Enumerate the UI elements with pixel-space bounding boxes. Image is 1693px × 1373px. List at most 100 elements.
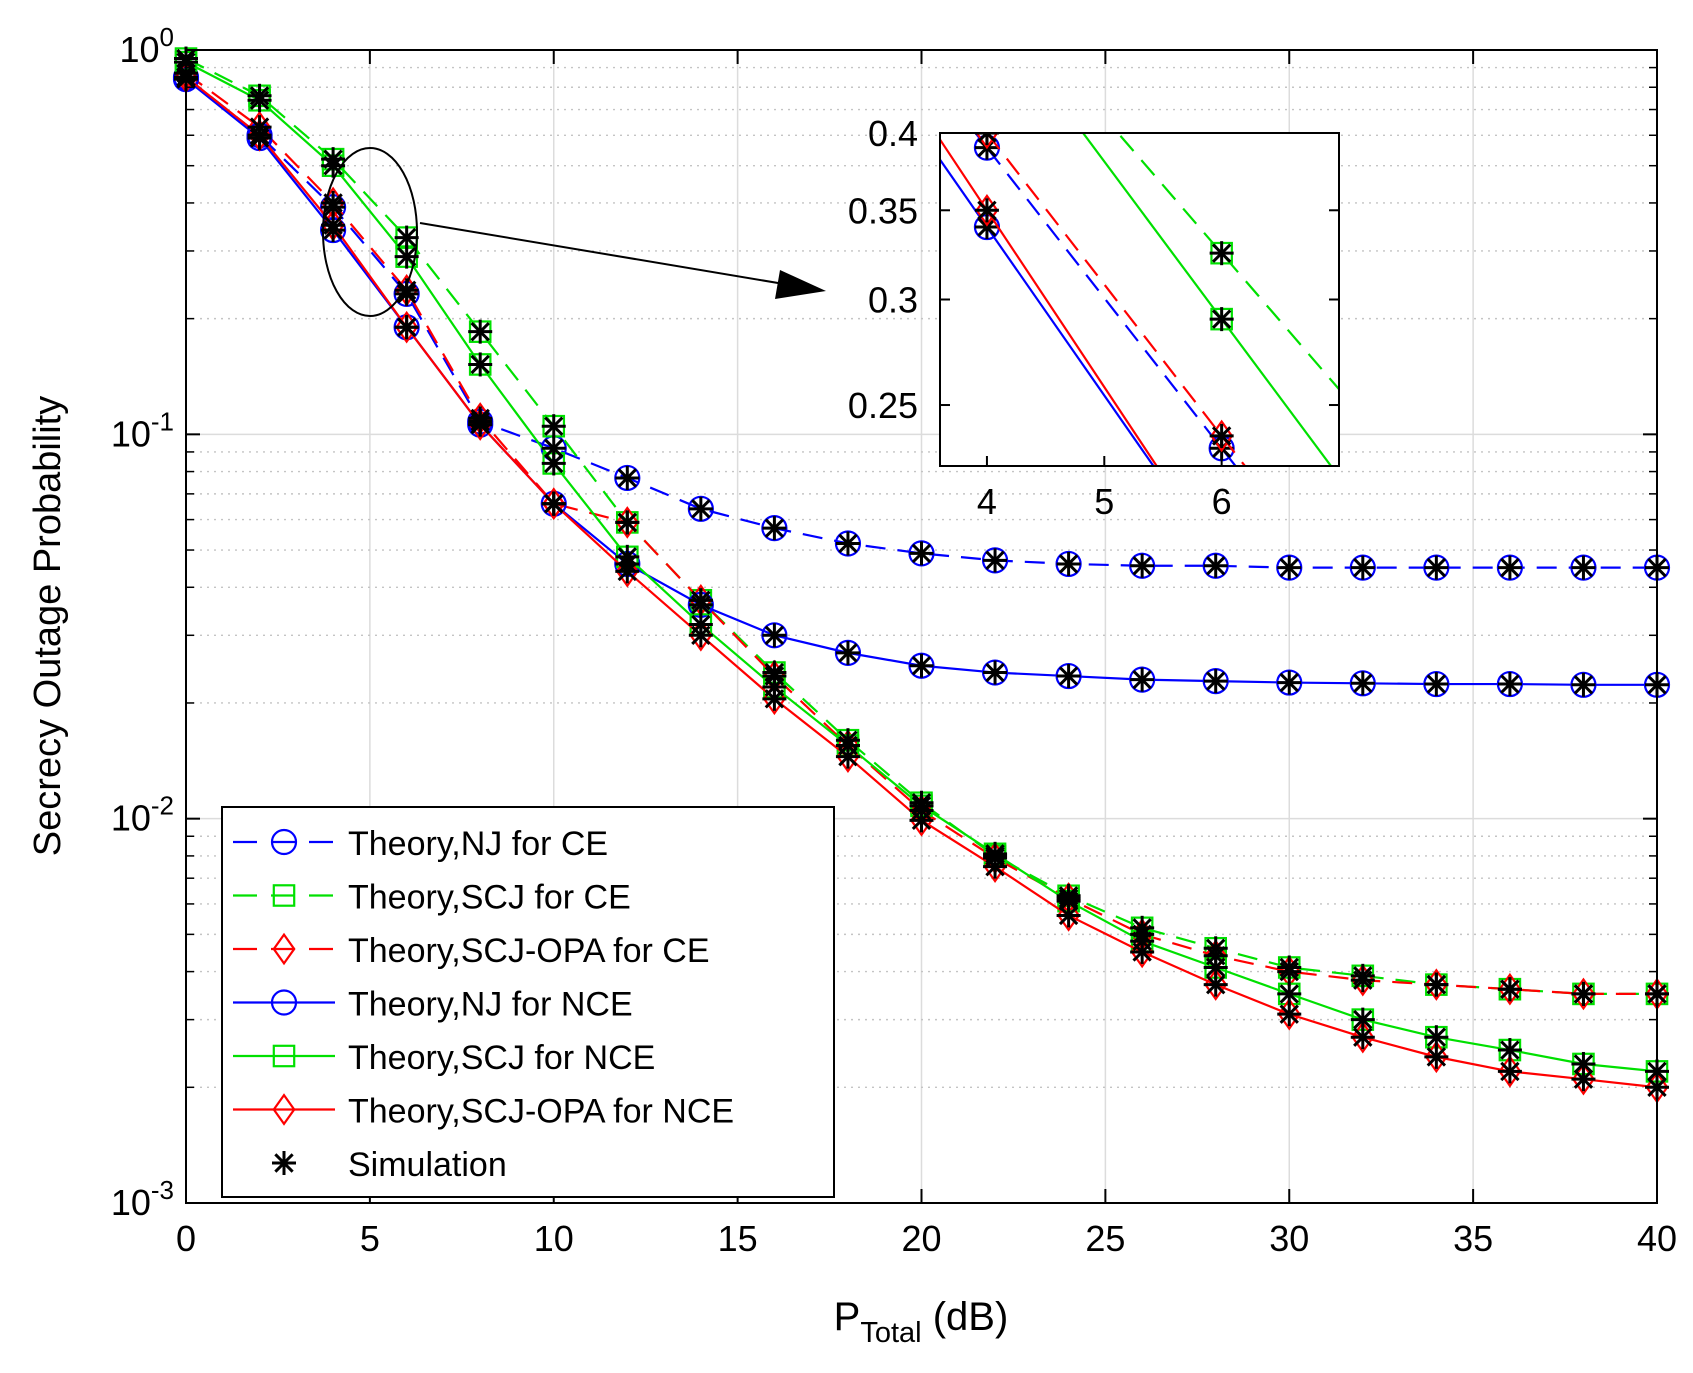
asterisk-stroke (1205, 957, 1226, 978)
asterisk-stroke (1426, 557, 1447, 578)
legend-item: Theory,SCJ for CE (233, 879, 631, 917)
inset-y-tick-label: 0.3 (868, 280, 918, 321)
asterisk-stroke (911, 656, 932, 676)
y-tick-label: 10-1 (111, 406, 174, 454)
y-axis-label: Secrecy Outage Probability (27, 396, 69, 856)
asterisk-stroke (1205, 556, 1226, 576)
zoom-ellipse (322, 147, 418, 317)
legend-item: Theory,NJ for CE (233, 825, 608, 863)
asterisk-stroke (764, 625, 785, 645)
asterisk-stroke (691, 499, 711, 519)
asterisk-stroke (911, 810, 932, 831)
asterisk-stroke (1058, 891, 1079, 911)
asterisk-stroke (1279, 961, 1299, 982)
asterisk-stroke (1426, 674, 1447, 694)
y-tick-exp: -1 (151, 406, 174, 436)
asterisk-stroke (1573, 675, 1594, 695)
asterisk-stroke (470, 321, 490, 342)
asterisk-stroke (985, 550, 1005, 571)
x-tick-label: 40 (1637, 1218, 1677, 1259)
legend-item: Theory,SCJ for NCE (233, 1039, 655, 1077)
asterisk-stroke (1279, 984, 1299, 1004)
asterisk-stroke (1426, 1027, 1447, 1047)
y-tick-exp: 0 (160, 22, 174, 52)
asterisk-stroke (1132, 669, 1152, 690)
inset-plot-area (940, 133, 1339, 466)
inset-background (940, 133, 1339, 466)
asterisk-stroke (764, 689, 785, 709)
asterisk-stroke (984, 133, 997, 143)
asterisk-stroke (1132, 942, 1152, 962)
asterisk-stroke (977, 200, 997, 220)
diamond-marker (272, 1093, 296, 1126)
circle-marker (270, 828, 298, 856)
asterisk-stroke (1211, 426, 1232, 446)
asterisk-stroke (1132, 556, 1152, 576)
asterisk-stroke (1500, 1040, 1520, 1060)
asterisk-stroke (396, 227, 417, 248)
asterisk-stroke (691, 595, 711, 615)
legend-item: Theory,NJ for NCE (233, 986, 633, 1024)
legend-label: Theory,SCJ-OPA for NCE (348, 1093, 734, 1131)
asterisk-stroke (323, 193, 343, 213)
asterisk-stroke (1058, 554, 1079, 574)
asterisk-stroke (249, 90, 270, 110)
y-tick-label: 10-2 (111, 791, 174, 839)
inset-series-line (940, 137, 1159, 466)
x-tick-label: 20 (901, 1218, 941, 1259)
x-tick-label: 5 (360, 1218, 380, 1259)
asterisk-stroke (1279, 557, 1299, 578)
asterisk-stroke (985, 662, 1005, 683)
inset-series (940, 133, 1339, 466)
asterisk-stroke (1500, 557, 1520, 578)
legend: Theory,NJ for CE Theory,SCJ for CE Theory,… (221, 806, 835, 1198)
asterisk-stroke (617, 547, 638, 567)
y-tick-exp: -3 (151, 1175, 174, 1205)
diamond-marker (975, 133, 999, 150)
legend-label: Theory,NJ for CE (348, 825, 608, 863)
asterisk-stroke (1573, 557, 1594, 578)
asterisk-stroke (1279, 1004, 1299, 1024)
asterisk-stroke (911, 796, 932, 816)
y-tick-base: 10 (111, 1182, 151, 1223)
x-tick-label: 10 (534, 1218, 574, 1259)
asterisk-stroke (396, 317, 417, 337)
inset-series-line (1116, 133, 1339, 391)
x-tick-label: 0 (176, 1218, 196, 1259)
asterisk-stroke (544, 493, 564, 514)
x-tick-label: 35 (1453, 1218, 1493, 1259)
legend-items: Theory,NJ for CE Theory,SCJ for CE Theory,… (233, 825, 734, 1184)
x-axis-label-sub: Total (860, 1317, 921, 1349)
legend-label: Theory,SCJ-OPA for CE (348, 932, 710, 970)
asterisk-stroke (911, 543, 932, 564)
legend-item: Theory,SCJ-OPA for CE (233, 932, 710, 970)
inset-x-tick-label: 6 (1212, 481, 1232, 522)
asterisk-stroke (1500, 674, 1520, 694)
legend-item: Simulation (272, 1146, 507, 1184)
asterisk-stroke (617, 468, 638, 488)
inset-y-tick-label: 0.4 (868, 113, 918, 154)
asterisk-stroke (1500, 1061, 1520, 1082)
legend-label: Theory,SCJ for NCE (348, 1039, 655, 1077)
inset-x-tick-label: 4 (977, 481, 997, 522)
inset-y-tick-label: 0.35 (848, 190, 918, 231)
inset-x-tick-label: 5 (1094, 481, 1114, 522)
diamond-marker (272, 932, 296, 966)
asterisk-stroke (977, 217, 997, 237)
asterisk-stroke (1573, 984, 1594, 1004)
asterisk-stroke (323, 215, 343, 235)
y-tick-base: 10 (119, 29, 159, 70)
inset-ticks: 4 5 6 0.4 0.35 0.3 0.25 (848, 113, 1339, 522)
asterisk-stroke (1353, 1009, 1373, 1030)
asterisk-stroke (1500, 979, 1520, 999)
legend-label: Simulation (348, 1146, 507, 1184)
asterisk-stroke (1573, 1054, 1594, 1074)
asterisk-stroke (691, 625, 711, 645)
asterisk-stroke (838, 746, 858, 767)
asterisk-stroke (764, 518, 785, 538)
square-marker (272, 1044, 296, 1068)
asterisk-stroke (1353, 673, 1373, 694)
asterisk-stroke (1353, 1027, 1373, 1047)
y-tick-label: 100 (119, 22, 174, 70)
